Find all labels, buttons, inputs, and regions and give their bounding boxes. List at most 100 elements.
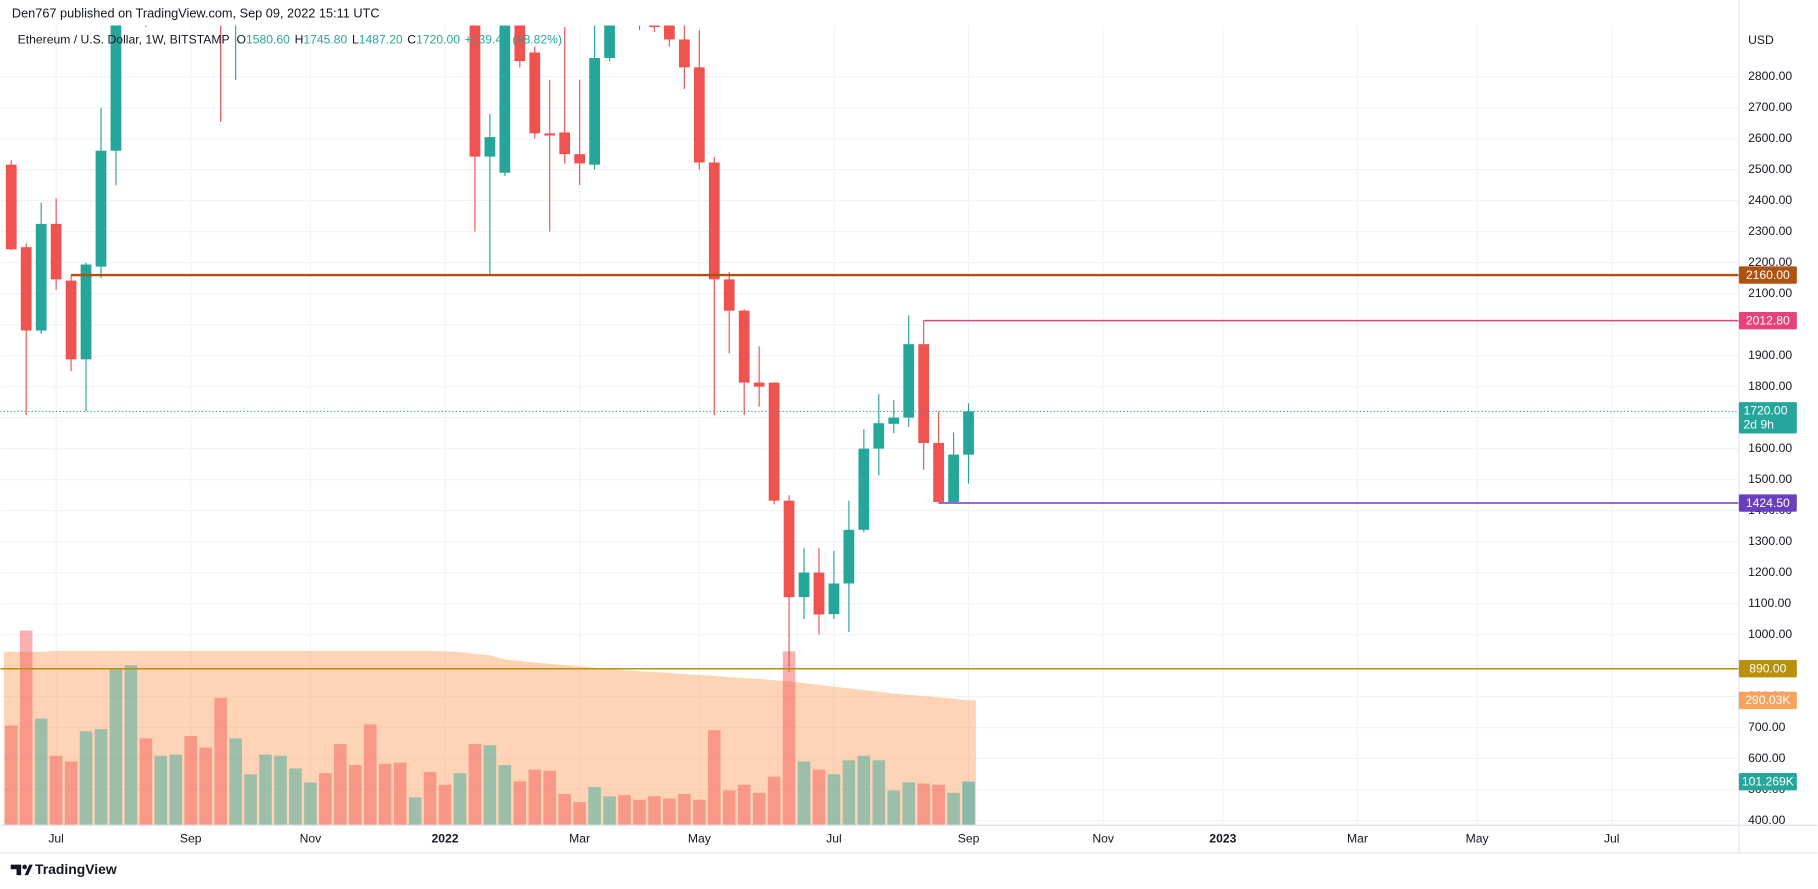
- volume-bar: [4, 725, 18, 826]
- y-tick-label: 600.00: [1748, 751, 1785, 765]
- volume-bar: [79, 731, 93, 826]
- level-label: 1424.50: [1746, 496, 1790, 510]
- volume-pane: [3, 630, 977, 826]
- volume-bar: [857, 755, 871, 826]
- candle-body: [918, 344, 930, 444]
- volume-bar: [349, 764, 362, 826]
- y-tick-label: 1800.00: [1748, 379, 1792, 393]
- volume-ma-area: [3, 650, 977, 826]
- volume-bar: [737, 784, 751, 826]
- candle-body: [484, 137, 496, 157]
- volume-badge: [1738, 772, 1797, 791]
- x-tick-label: Nov: [1092, 831, 1115, 845]
- x-tick-label: May: [1466, 831, 1490, 845]
- footer-brand: TradingView: [35, 861, 117, 877]
- volume-bar: [154, 755, 168, 826]
- volume-bar: [304, 782, 317, 826]
- volume-bar: [408, 797, 422, 826]
- volume-bar: [827, 774, 841, 826]
- volume-bar: [199, 747, 212, 826]
- volume-bar: [289, 768, 302, 826]
- candle-body: [888, 417, 900, 424]
- candle-body: [35, 223, 47, 331]
- candle-body: [529, 52, 541, 134]
- candle-body: [589, 58, 600, 165]
- volume-bar: [378, 763, 392, 826]
- volume-ma-badge: [1738, 691, 1797, 710]
- x-tick-label: 2023: [1209, 831, 1236, 845]
- volume-bar: [693, 799, 706, 826]
- volume-bar: [588, 787, 601, 826]
- level-label: 2160.00: [1746, 268, 1790, 282]
- volume-bar: [109, 668, 123, 826]
- candle-body: [95, 150, 107, 267]
- candle-body: [798, 572, 810, 598]
- volume-bar: [498, 764, 512, 826]
- y-tick-label: 1900.00: [1748, 348, 1792, 362]
- volume-ma-label: 290.03K: [1745, 693, 1790, 707]
- volume-bar: [722, 790, 736, 826]
- candle-body: [50, 223, 62, 280]
- candle-body: [664, 25, 675, 40]
- volume-bar: [573, 802, 586, 826]
- volume-bar: [603, 796, 616, 826]
- volume-bar: [214, 697, 227, 826]
- candle-body: [499, 25, 511, 173]
- volume-bar: [64, 761, 78, 826]
- volume-bar: [483, 745, 497, 826]
- volume-bar: [34, 718, 48, 826]
- x-tick-label: Mar: [1347, 831, 1368, 845]
- legend-value: 1720.00: [416, 33, 460, 47]
- candle-body: [873, 423, 885, 449]
- volume-bar: [423, 771, 437, 826]
- volume-bar: [752, 792, 766, 826]
- volume-bar: [812, 769, 826, 826]
- legend-key: H: [295, 33, 304, 47]
- y-tick-label: 2800.00: [1748, 69, 1792, 83]
- legend-title: Ethereum / U.S. Dollar, 1W, BITSTAMP: [18, 33, 230, 47]
- y-tick-label: 2300.00: [1748, 224, 1792, 238]
- candle-body: [65, 280, 77, 360]
- x-tick-label: Nov: [300, 831, 323, 845]
- x-tick-label: Mar: [569, 831, 590, 845]
- candle-body: [5, 164, 17, 250]
- candle-body: [574, 154, 586, 164]
- y-tick-label: 2100.00: [1748, 286, 1792, 300]
- volume-bar: [678, 793, 691, 826]
- candle-body: [544, 133, 556, 136]
- volume-bar: [513, 781, 527, 826]
- level-label: 2012.80: [1746, 313, 1790, 327]
- y-tick-label: 2200.00: [1748, 255, 1792, 269]
- volume-bar: [767, 776, 781, 826]
- x-tick-label: Jul: [826, 831, 842, 845]
- legend-key: C: [407, 33, 416, 47]
- candle-body: [708, 162, 720, 280]
- volume-bar: [244, 774, 257, 826]
- volume-bar: [139, 738, 153, 826]
- legend: Ethereum / U.S. Dollar, 1W, BITSTAMP O158…: [18, 33, 562, 47]
- grid: [0, 25, 1739, 826]
- candle-body: [828, 583, 840, 615]
- volume-bar: [633, 799, 646, 826]
- y-tick-label: 2500.00: [1748, 162, 1792, 176]
- legend-change: +139.40 (+8.82%): [465, 33, 562, 47]
- x-tick-label: Sep: [958, 831, 980, 845]
- volume-bar: [917, 783, 930, 826]
- volume-bar: [184, 736, 198, 826]
- x-tick-label: May: [688, 831, 712, 845]
- candle-body: [783, 500, 795, 598]
- y-tick-label: 2400.00: [1748, 193, 1792, 207]
- candle-body: [858, 448, 870, 530]
- volume-bar: [707, 730, 721, 826]
- volume-bar: [842, 760, 856, 826]
- candle-body: [110, 25, 122, 151]
- price-pane: [0, 25, 1739, 672]
- candle-body: [753, 382, 765, 387]
- volume-bar: [618, 795, 631, 826]
- volume-bar: [947, 792, 960, 826]
- candle-body: [20, 247, 32, 331]
- candle-body: [933, 443, 945, 502]
- volume-bar: [962, 781, 975, 826]
- candle-body: [678, 39, 690, 68]
